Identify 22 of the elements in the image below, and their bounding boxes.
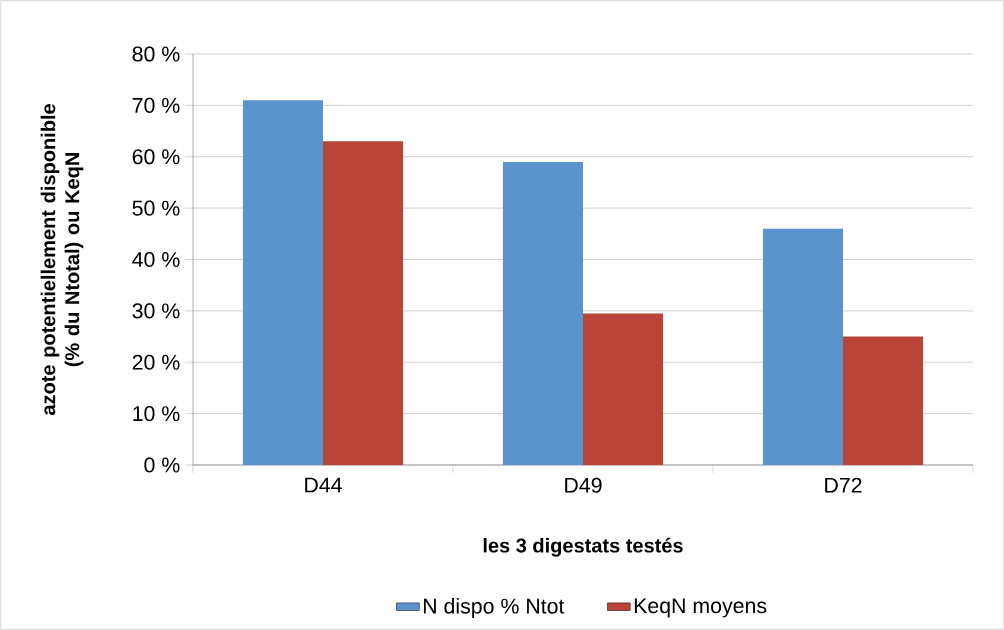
y-tick-label: 50 %	[132, 200, 180, 216]
bar	[502, 161, 583, 465]
y-axis-title: azote potentiellement disponible (% du Ntotal) ou KeqN	[40, 104, 84, 416]
y-tick-label: 0 %	[144, 457, 180, 473]
y-tick-label: 30 %	[132, 303, 180, 319]
bar	[843, 336, 924, 465]
y-tick-label: 70 %	[132, 97, 180, 113]
y-tick-label: 60 %	[132, 149, 180, 165]
x-tick-label: D44	[305, 477, 342, 493]
bar	[762, 228, 843, 465]
y-tick-label: 80 %	[132, 46, 180, 62]
x-tick-label: D49	[565, 477, 602, 493]
bar	[242, 100, 323, 465]
x-axis-title: les 3 digestats testés	[483, 537, 683, 557]
y-tick-label: 10 %	[133, 406, 180, 422]
legend-label: KeqN moyens	[634, 598, 767, 618]
y-tick-label: 20 %	[132, 354, 180, 370]
y-tick-label: 40 %	[132, 251, 180, 268]
x-tick-label: D72	[825, 477, 862, 493]
bar	[583, 313, 664, 465]
legend-label: N dispo % Ntot	[423, 598, 565, 618]
bar	[323, 141, 404, 465]
